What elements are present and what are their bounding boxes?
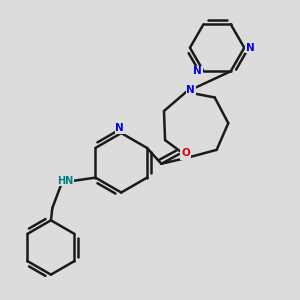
Text: O: O [182, 148, 190, 158]
Text: N: N [180, 150, 189, 160]
Text: N: N [187, 85, 195, 95]
Text: N: N [246, 43, 254, 53]
Text: HN: HN [57, 176, 73, 186]
Text: N: N [194, 66, 202, 76]
Text: N: N [115, 123, 124, 133]
